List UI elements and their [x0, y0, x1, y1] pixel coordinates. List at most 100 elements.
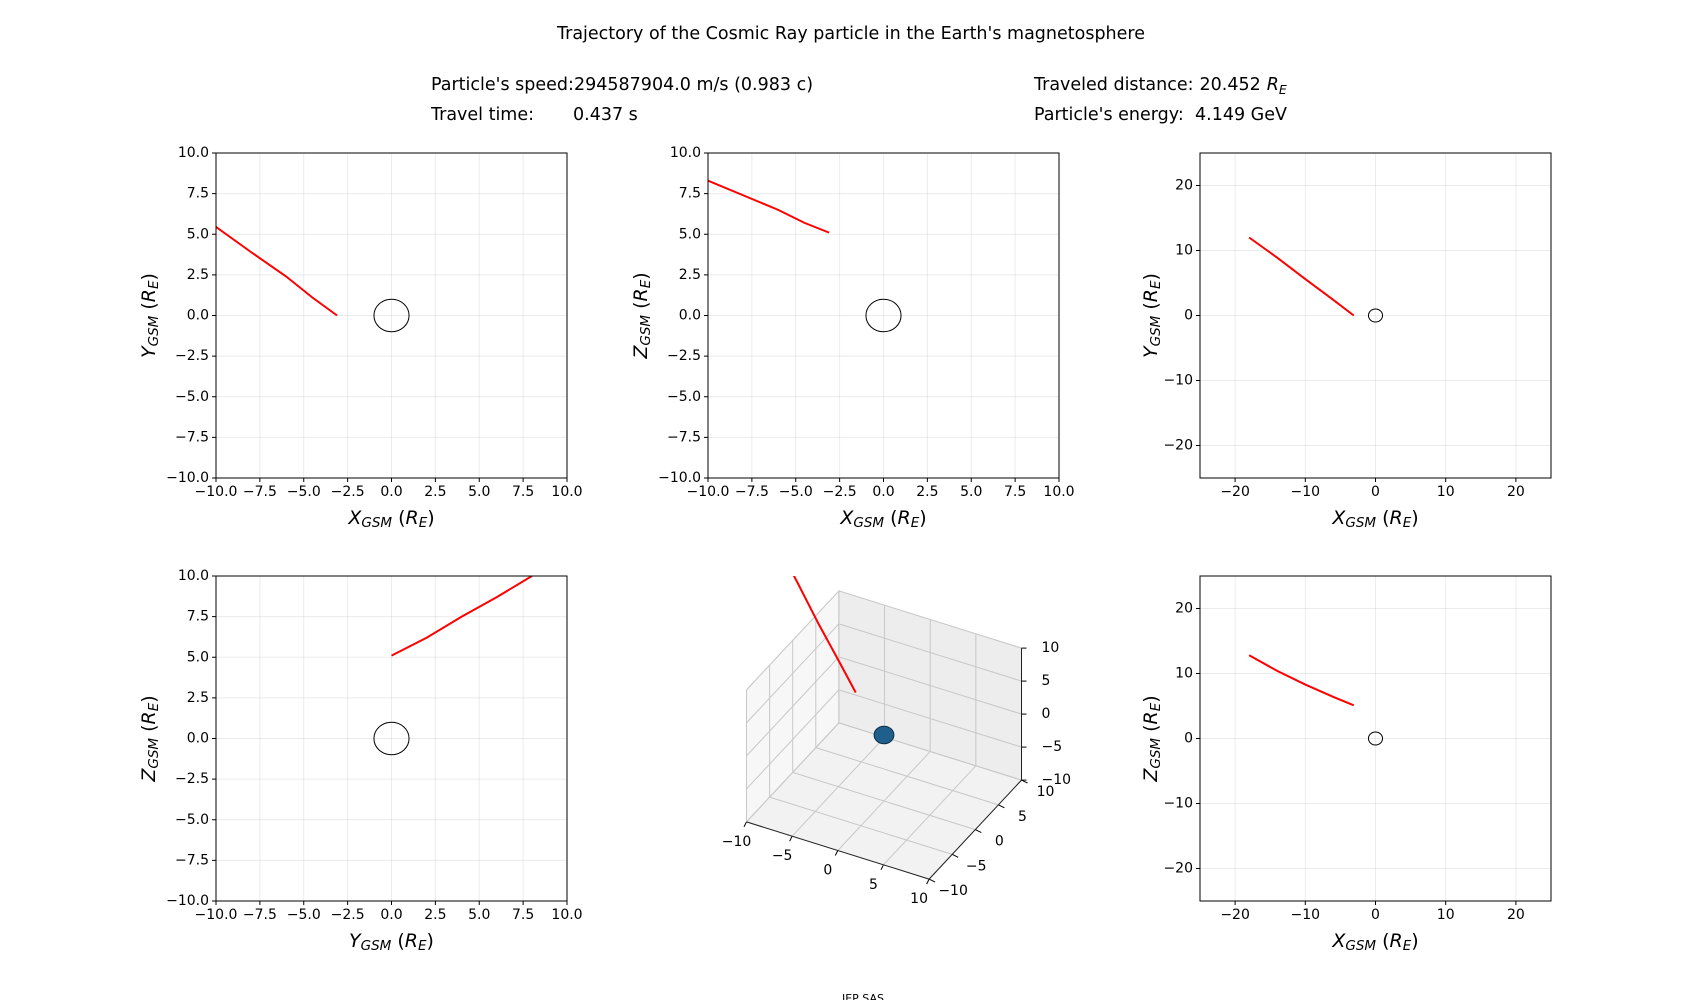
y-tick-label: 5.0 [187, 649, 209, 665]
label-part: ( [138, 724, 160, 737]
x-tick-label: −10.0 [687, 484, 730, 500]
label-part: ( [391, 930, 404, 952]
label-part: R [1140, 711, 1162, 724]
grid-line [838, 722, 1022, 781]
y-axis-label: YGSM (RE) [1140, 273, 1165, 358]
axes-frame [215, 575, 568, 902]
label-subscript: E [418, 938, 427, 954]
y-tick-label: −20 [1163, 438, 1193, 454]
x-tick-label: 5.0 [960, 484, 982, 500]
label-part: R [898, 507, 911, 529]
info-label: Traveled distance: [1033, 75, 1194, 95]
trajectory-line [216, 226, 338, 317]
info-unit: R [1267, 75, 1279, 95]
label-part: ) [1411, 930, 1418, 952]
x-tick-label: 10.0 [1043, 484, 1074, 500]
y-tick-label: 20 [1175, 178, 1193, 194]
trajectory-line [708, 179, 830, 234]
tick-label: −10 [722, 834, 752, 850]
x-tick-label: 0.0 [872, 484, 894, 500]
tick-label: 0 [995, 834, 1004, 850]
label-part: ( [392, 507, 405, 529]
x-tick-label: 2.5 [424, 484, 446, 500]
x-tick-label: 20 [1507, 484, 1525, 500]
tick [834, 850, 839, 856]
label-subscript: E [1403, 938, 1412, 954]
info-value: 0.437 s [573, 105, 638, 125]
grid-line [792, 771, 976, 831]
label-part: R [630, 288, 652, 301]
x-tick-label: 7.5 [1004, 484, 1026, 500]
axes-frame [1199, 575, 1552, 902]
label-part: ) [1140, 273, 1162, 280]
y-tick-label: −5.0 [667, 389, 701, 405]
label-subscript: GSM [1148, 738, 1164, 769]
y-tick-label: −10 [1163, 373, 1193, 389]
label-subscript: E [146, 702, 162, 711]
y-tick-label: −5.0 [175, 389, 209, 405]
x-tick-label: 7.5 [512, 484, 534, 500]
tick-label: −5 [1042, 739, 1063, 755]
grid-line [746, 590, 840, 691]
tick [928, 878, 936, 883]
label-part: ) [138, 273, 160, 280]
x-tick-label: 10.0 [551, 484, 582, 500]
tick-label: −5 [966, 858, 987, 874]
label-part: ) [427, 930, 434, 952]
y-tick-label: −20 [1163, 861, 1193, 877]
label-subscript: GSM [1345, 938, 1376, 954]
label-part: R [138, 289, 160, 302]
label-part: R [405, 930, 418, 952]
x-tick-label: 0.0 [380, 484, 402, 500]
y-tick-label: −7.5 [175, 852, 209, 868]
y-tick-label: 2.5 [679, 267, 701, 283]
label-subscript: E [146, 280, 162, 289]
y-tick-label: 10 [1175, 666, 1193, 682]
tick [789, 835, 793, 842]
x-tick-label: 10 [1437, 907, 1455, 923]
label-part: ) [138, 695, 160, 702]
y-tick-label: −10 [1163, 796, 1193, 812]
y-tick-label: 5.0 [679, 226, 701, 242]
x-tick-label: 2.5 [424, 907, 446, 923]
label-subscript: GSM [1148, 315, 1164, 346]
y-tick-label: −5.0 [175, 812, 209, 828]
x-tick-label: 2.5 [916, 484, 938, 500]
y-tick-label: 2.5 [187, 267, 209, 283]
x-tick-label: −5.0 [287, 907, 321, 923]
label-part: Y [349, 930, 362, 952]
label-subscript: E [1148, 702, 1164, 711]
label-part: ( [1140, 724, 1162, 737]
grid-line [746, 722, 840, 823]
x-tick-label: 20 [1507, 907, 1525, 923]
grid-line [746, 689, 840, 790]
axes-frame [1199, 152, 1552, 479]
figure-title: Trajectory of the Cosmic Ray particle in… [556, 24, 1145, 44]
x-axis-label: XGSM (RE) [347, 507, 434, 532]
label-part: Z [138, 768, 160, 783]
footer: IEP SAS [842, 992, 884, 1000]
label-part: R [406, 507, 419, 529]
label-subscript: GSM [361, 515, 392, 531]
x-tick-label: −7.5 [243, 907, 277, 923]
earth [373, 298, 410, 333]
label-subscript: GSM [361, 938, 392, 954]
label-part: ) [919, 507, 926, 529]
label-subscript: GSM [1345, 515, 1376, 531]
y-tick-label: 2.5 [187, 690, 209, 706]
grid-line [769, 796, 953, 855]
label-part: X [839, 507, 854, 529]
label-part: X [1331, 507, 1346, 529]
x-axis-label: XGSM (RE) [1331, 930, 1418, 955]
tick-label: 0 [823, 863, 832, 879]
earth [865, 298, 902, 333]
label-part: ( [1140, 302, 1162, 315]
y-axis-label: ZGSM (RE) [630, 272, 655, 359]
label-part: X [347, 507, 362, 529]
label-part: ( [138, 302, 160, 315]
y-tick-label: 10.0 [670, 145, 701, 161]
y-tick-label: 0 [1184, 308, 1193, 324]
label-subscript: E [638, 279, 654, 288]
grid-line [838, 656, 1022, 715]
